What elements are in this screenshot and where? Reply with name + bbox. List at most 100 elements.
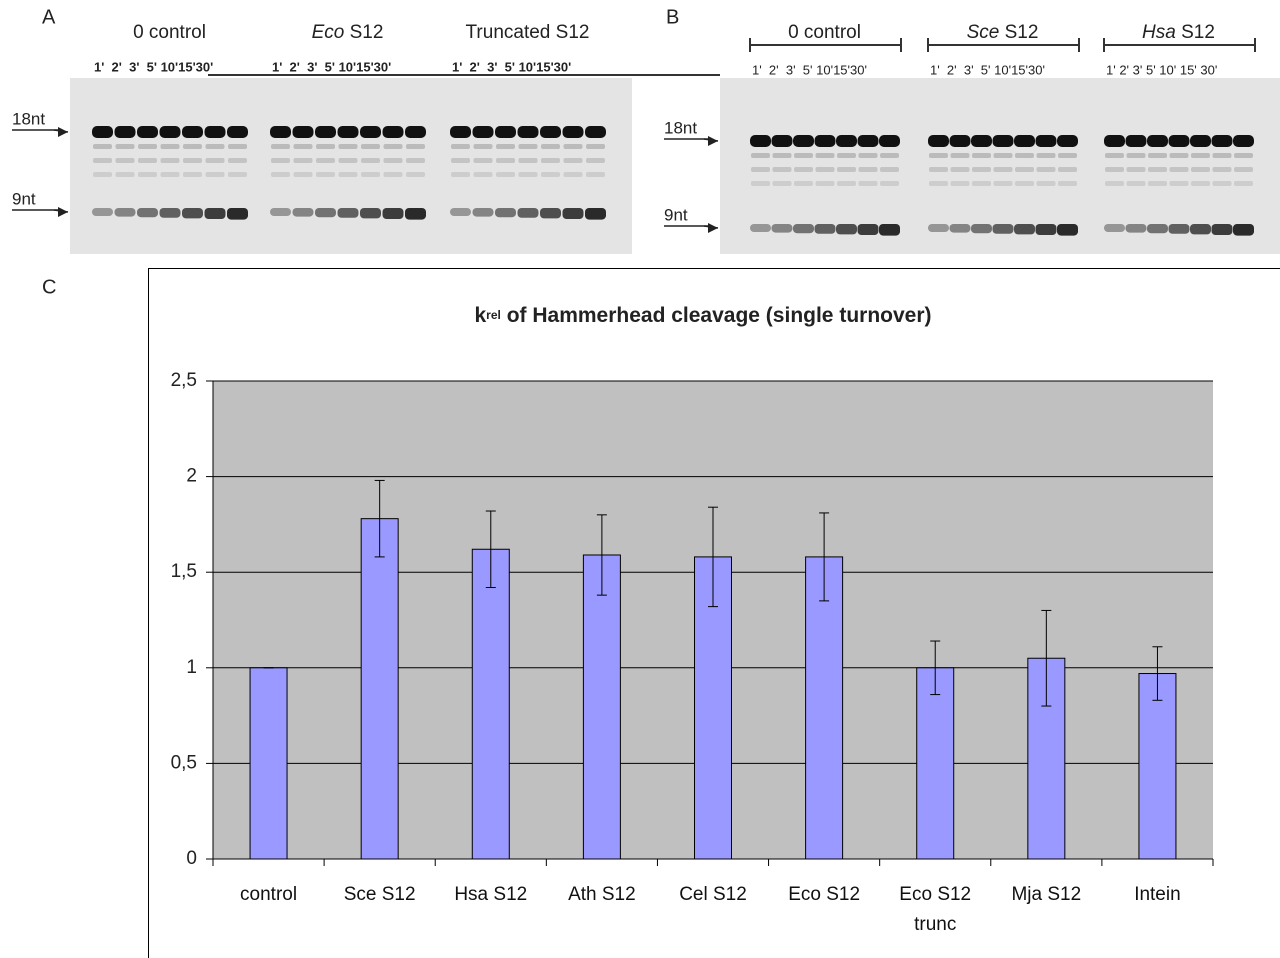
- panel-label: B: [666, 6, 679, 28]
- gel-group-label: 0 control: [133, 22, 206, 43]
- band: [1212, 167, 1232, 172]
- band: [949, 224, 971, 233]
- marker-arrow: [708, 223, 718, 233]
- band: [1036, 167, 1056, 172]
- band: [115, 158, 135, 163]
- band: [405, 208, 426, 220]
- gel-group-label: Hsa S12: [1142, 22, 1215, 43]
- band: [1168, 135, 1190, 147]
- band: [751, 167, 770, 172]
- bar: [249, 667, 288, 860]
- bar: [582, 554, 621, 860]
- x-tick-label: Sce S12: [343, 884, 416, 905]
- band: [293, 158, 313, 163]
- band: [270, 208, 291, 216]
- band: [205, 172, 225, 177]
- band: [451, 172, 470, 177]
- band: [518, 158, 538, 163]
- size-marker: 18nt: [664, 118, 697, 137]
- band: [1036, 153, 1056, 158]
- marker-arrow: [58, 127, 68, 137]
- band: [929, 153, 948, 158]
- band: [1015, 167, 1034, 172]
- band: [159, 126, 181, 138]
- band: [858, 153, 878, 158]
- band: [837, 153, 856, 158]
- band: [204, 126, 226, 138]
- band: [1233, 224, 1254, 236]
- band: [361, 144, 380, 149]
- band: [1212, 181, 1232, 186]
- band: [563, 172, 583, 177]
- chart-title: krel of Hammerhead cleavage (single turn…: [474, 304, 931, 327]
- y-tick-label: 0: [186, 848, 197, 869]
- band: [1058, 181, 1077, 186]
- band: [182, 126, 203, 138]
- band: [585, 208, 606, 220]
- band: [880, 153, 899, 158]
- band: [928, 135, 949, 147]
- band: [815, 167, 835, 172]
- lane-times: 1' 2' 3' 5' 10'15'30': [930, 62, 1045, 77]
- band: [750, 135, 771, 147]
- band: [160, 158, 180, 163]
- bar: [694, 556, 732, 860]
- band: [160, 144, 180, 149]
- band: [1015, 153, 1034, 158]
- error-bar: [374, 479, 385, 558]
- band: [382, 126, 404, 138]
- band: [405, 126, 426, 138]
- band: [1035, 224, 1057, 235]
- band: [406, 172, 425, 177]
- band: [114, 126, 136, 138]
- band: [751, 181, 770, 186]
- band: [182, 208, 203, 219]
- y-tick-label: 2: [186, 466, 197, 487]
- band: [794, 167, 813, 172]
- band: [1014, 224, 1035, 235]
- band: [771, 135, 793, 147]
- band: [473, 158, 493, 163]
- band: [771, 224, 793, 233]
- band: [858, 167, 878, 172]
- band: [227, 126, 248, 138]
- band: [1169, 153, 1189, 158]
- x-tick-label: Eco S12 trunc: [899, 884, 972, 935]
- band: [972, 181, 991, 186]
- band: [971, 224, 992, 234]
- band: [315, 208, 336, 218]
- band: [815, 181, 835, 186]
- band: [115, 172, 135, 177]
- gel-group-label: 0 control: [788, 22, 861, 43]
- band: [271, 172, 290, 177]
- band: [1126, 153, 1146, 158]
- band: [382, 208, 404, 219]
- error-bar: [1041, 609, 1052, 707]
- band: [793, 135, 814, 147]
- band: [160, 172, 180, 177]
- title-rest: of Hammerhead cleavage (single turnover): [501, 304, 932, 327]
- band: [563, 144, 583, 149]
- band: [1234, 181, 1253, 186]
- band: [316, 172, 335, 177]
- band: [383, 158, 403, 163]
- band: [1233, 135, 1254, 147]
- band: [586, 172, 605, 177]
- band: [92, 126, 113, 138]
- error-bar: [819, 512, 830, 602]
- band: [293, 144, 313, 149]
- band: [879, 224, 900, 236]
- gel-a: [70, 78, 632, 254]
- band: [451, 144, 470, 149]
- band: [1169, 181, 1189, 186]
- band: [1211, 224, 1233, 235]
- marker-arrow: [708, 136, 718, 146]
- band: [837, 181, 856, 186]
- band: [1014, 135, 1035, 147]
- band: [1191, 153, 1210, 158]
- band: [815, 153, 835, 158]
- lane-times: 1' 2' 3' 5' 10'15'30': [452, 59, 571, 74]
- band: [562, 208, 584, 219]
- band: [517, 126, 539, 138]
